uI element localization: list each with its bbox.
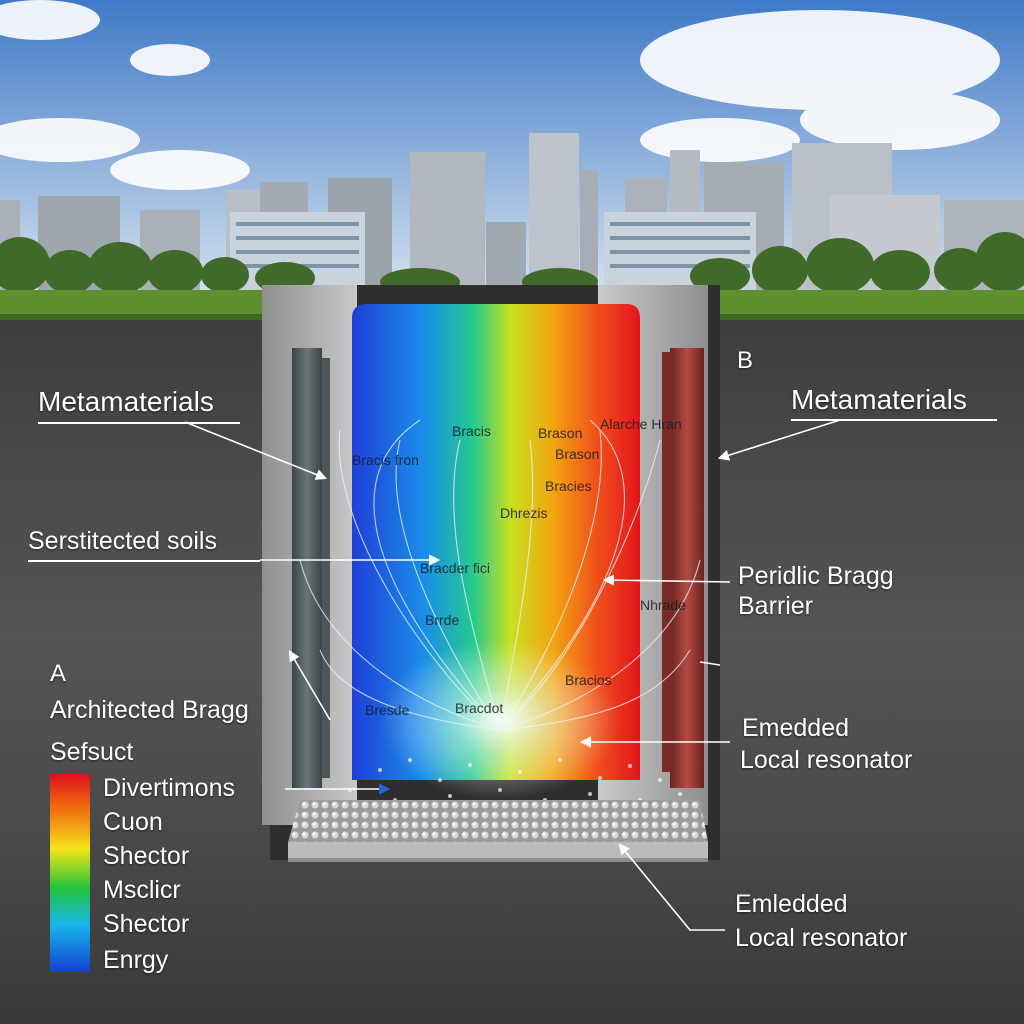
inner-text-8: Brrde [425, 612, 460, 628]
label-metamaterials-left: Metamaterials [38, 386, 214, 417]
label-periodic-bragg-line2: Barrier [738, 592, 814, 620]
inner-text-7: Bracder fici [420, 560, 491, 576]
label-panel-a: A [50, 660, 67, 687]
inner-text-10: Nhrade [640, 597, 686, 613]
inner-text-6: Dhrezis [500, 505, 548, 521]
legend-item-2: Cuon [103, 808, 163, 836]
base-slab [288, 842, 708, 862]
inner-text-2: Bracis fron [352, 452, 419, 468]
energy-glow [380, 640, 620, 800]
label-embedded-bottom-line2: Local resonator [735, 924, 908, 952]
underline-serstitected-soils [28, 560, 260, 562]
inner-text-11: Bracios [565, 672, 612, 688]
label-embedded-bottom-line1: Emledded [735, 890, 848, 918]
inner-text-9: Bracies [545, 478, 592, 494]
pointer-lines [184, 419, 841, 931]
label-periodic-bragg-line1: Peridlic Bragg [738, 562, 894, 590]
field-lines [299, 419, 701, 731]
underline-metamaterials-left [38, 422, 240, 424]
legend-item-5: Shector [103, 910, 190, 938]
tree-line [0, 232, 1024, 296]
legend-color-bar [50, 774, 90, 972]
label-serstitected-soils: Serstitected soils [28, 527, 217, 555]
legend-title: Sefsuct [50, 738, 134, 766]
inner-text-1: Bracis [452, 423, 491, 439]
right-rod [670, 348, 704, 788]
legend-item-3: Shector [103, 842, 190, 870]
label-architected-bragg: Architected Bragg [50, 696, 249, 724]
inner-text-13: Bresde [365, 702, 410, 718]
label-panel-b: B [737, 347, 754, 374]
inner-text-5: Alarche Hran [600, 416, 682, 432]
particles [348, 758, 682, 802]
legend-item-4: Msclicr [103, 876, 181, 904]
bead-layer [288, 800, 708, 842]
legend-item-1: Divertimons [103, 774, 235, 802]
label-embedded-top-line2: Local resonator [740, 746, 913, 774]
clouds [0, 0, 1000, 190]
label-metamaterials-right: Metamaterials [791, 384, 967, 415]
left-rod [292, 348, 322, 788]
underline-metamaterials-right [791, 419, 997, 421]
inner-text-12: Bracdot [455, 700, 504, 716]
inner-text-3: Brason [538, 425, 583, 441]
inner-text-4: Brason [555, 446, 600, 462]
legend-item-6: Enrgy [103, 946, 169, 974]
label-embedded-top-line1: Emedded [742, 714, 850, 742]
